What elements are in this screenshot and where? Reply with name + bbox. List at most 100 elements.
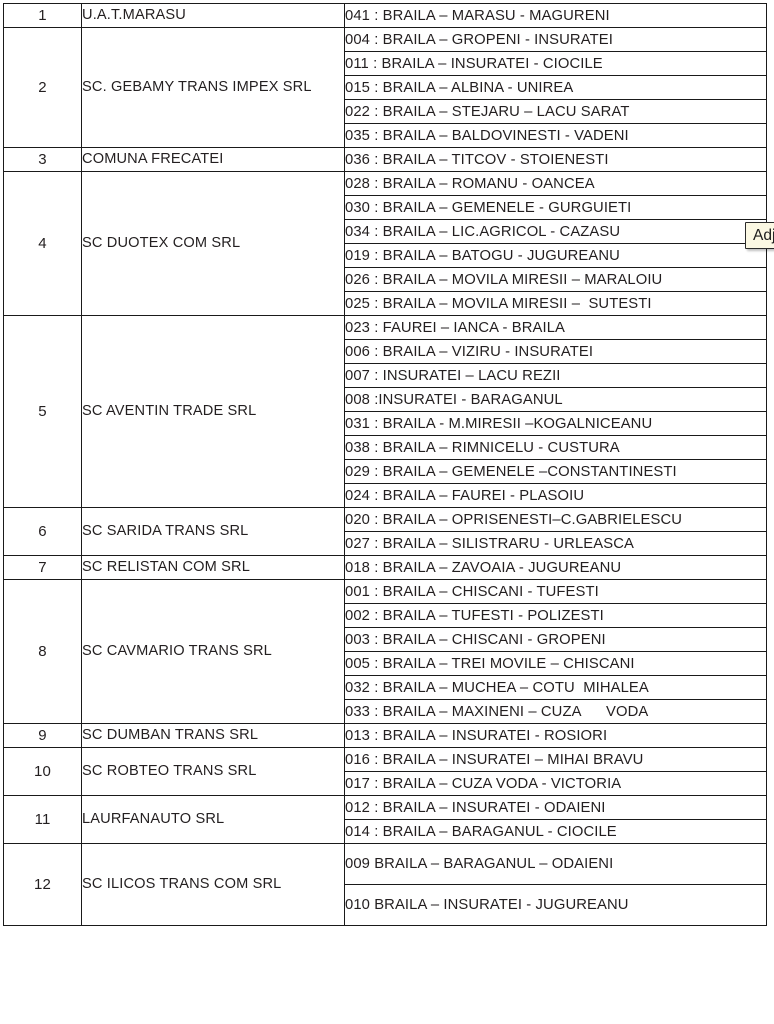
operator-route-table: 1 U.A.T.MARASU 041 : BRAILA – MARASU - MAG…	[3, 3, 767, 926]
row-number-cell: 5	[3, 315, 82, 508]
adjust-tooltip[interactable]: Adj	[745, 222, 774, 249]
route-cell: 008 :INSURATEI - BARAGANUL	[344, 387, 767, 412]
route-cell: 031 : BRAILA - M.MIRESII –KOGALNICEANU	[344, 411, 767, 436]
operator-name-cell: SC ROBTEO TRANS SRL	[81, 747, 345, 796]
row-number-cell: 8	[3, 579, 82, 724]
route-cell: 030 : BRAILA – GEMENELE - GURGUIETI	[344, 195, 767, 220]
table-row: 3 COMUNA FRECATEI 036 : BRAILA – TITCOV - …	[3, 147, 767, 172]
table-row: 024 : BRAILA – FAUREI - PLASOIU	[4, 483, 767, 508]
route-cell: 013 : BRAILA – INSURATEI - ROSIORI	[344, 723, 767, 748]
row-number-cell: 2	[3, 27, 82, 148]
route-cell: 026 : BRAILA – MOVILA MIRESII – MARALOIU	[344, 267, 767, 292]
operator-name-cell: U.A.T.MARASU	[81, 3, 345, 28]
route-cell: 038 : BRAILA – RIMNICELU - CUSTURA	[344, 435, 767, 460]
route-cell: 004 : BRAILA – GROPENI - INSURATEI	[344, 27, 767, 52]
table-row: 10 SC ROBTEO TRANS SRL 016 : BRAILA – INSU…	[3, 747, 767, 796]
table-row: 8 SC CAVMARIO TRANS SRL 001 : BRAILA – CHI…	[3, 579, 767, 724]
route-cell: 010 BRAILA – INSURATEI - JUGUREANU	[344, 884, 767, 926]
route-cell: 019 : BRAILA – BATOGU - JUGUREANU	[344, 243, 767, 268]
operator-name-cell: COMUNA FRECATEI	[81, 147, 345, 172]
table-row: 7 SC RELISTAN COM SRL 018 : BRAILA – ZAVOA…	[3, 555, 767, 580]
route-cell: 035 : BRAILA – BALDOVINESTI - VADENI	[344, 123, 767, 148]
table-row: 019 : BRAILA – BATOGU - JUGUREANU	[4, 243, 767, 268]
table-row: 034 : BRAILA – LIC.AGRICOL - CAZASU	[4, 219, 767, 244]
route-cell: 011 : BRAILA – INSURATEI - CIOCILE	[344, 51, 767, 76]
table-row: 031 : BRAILA - M.MIRESII –KOGALNICEANU	[4, 411, 767, 436]
table-row: 022 : BRAILA – STEJARU – LACU SARAT	[4, 99, 767, 124]
table-row: 4 SC DUOTEX COM SRL 028 : BRAILA – ROMANU …	[3, 171, 767, 316]
route-cell: 029 : BRAILA – GEMENELE –CONSTANTINESTI	[344, 459, 767, 484]
table-row: 12 SC ILICOS TRANS COM SRL 009 BRAILA – BA…	[3, 843, 767, 926]
row-number-cell: 3	[3, 147, 82, 172]
route-cell: 023 : FAUREI – IANCA - BRAILA	[344, 315, 767, 340]
table-row: 005 : BRAILA – TREI MOVILE – CHISCANI	[4, 651, 767, 676]
operator-name-cell: SC RELISTAN COM SRL	[81, 555, 345, 580]
table-row: 6 SC SARIDA TRANS SRL 020 : BRAILA – OPRIS…	[3, 507, 767, 556]
table-row: 011 : BRAILA – INSURATEI - CIOCILE	[4, 51, 767, 76]
route-cell: 018 : BRAILA – ZAVOAIA - JUGUREANU	[344, 555, 767, 580]
table-row: 017 : BRAILA – CUZA VODA - VICTORIA	[4, 771, 767, 796]
route-cell: 001 : BRAILA – CHISCANI - TUFESTI	[344, 579, 767, 604]
operator-name-cell: SC ILICOS TRANS COM SRL	[81, 843, 345, 926]
route-cell: 041 : BRAILA – MARASU - MAGURENI	[344, 3, 767, 28]
table-row: 003 : BRAILA – CHISCANI - GROPENI	[4, 627, 767, 652]
table-row: 007 : INSURATEI – LACU REZII	[4, 363, 767, 388]
table-body: 1 U.A.T.MARASU 041 : BRAILA – MARASU - MAG…	[3, 3, 767, 926]
row-number-cell: 1	[3, 3, 82, 28]
table-row: 006 : BRAILA – VIZIRU - INSURATEI	[4, 339, 767, 364]
table-row: 033 : BRAILA – MAXINENI – CUZA VODA	[4, 699, 767, 724]
table-row: 2 SC. GEBAMY TRANS IMPEX SRL 004 : BRAILA …	[3, 27, 767, 148]
route-cell: 027 : BRAILA – SILISTRARU - URLEASCA	[344, 531, 767, 556]
route-cell: 014 : BRAILA – BARAGANUL - CIOCILE	[344, 819, 767, 844]
table-row: 014 : BRAILA – BARAGANUL - CIOCILE	[4, 819, 767, 844]
route-cell: 006 : BRAILA – VIZIRU - INSURATEI	[344, 339, 767, 364]
row-number-cell: 7	[3, 555, 82, 580]
operator-name-cell: SC. GEBAMY TRANS IMPEX SRL	[81, 27, 345, 148]
operator-name-cell: SC CAVMARIO TRANS SRL	[81, 579, 345, 724]
table-row: 010 BRAILA – INSURATEI - JUGUREANU	[4, 884, 767, 926]
table-row: 1 U.A.T.MARASU 041 : BRAILA – MARASU - MAG…	[3, 3, 767, 28]
table-row: 9 SC DUMBAN TRANS SRL 013 : BRAILA – INSUR…	[3, 723, 767, 748]
route-cell: 003 : BRAILA – CHISCANI - GROPENI	[344, 627, 767, 652]
route-cell: 012 : BRAILA – INSURATEI - ODAIENI	[344, 795, 767, 820]
row-number-cell: 11	[3, 795, 82, 844]
table-row: 027 : BRAILA – SILISTRARU - URLEASCA	[4, 531, 767, 556]
route-cell: 028 : BRAILA – ROMANU - OANCEA	[344, 171, 767, 196]
table-row: 008 :INSURATEI - BARAGANUL	[4, 387, 767, 412]
route-cell: 036 : BRAILA – TITCOV - STOIENESTI	[344, 147, 767, 172]
route-cell: 005 : BRAILA – TREI MOVILE – CHISCANI	[344, 651, 767, 676]
table-row: 032 : BRAILA – MUCHEA – COTU MIHALEA	[4, 675, 767, 700]
route-cell: 033 : BRAILA – MAXINENI – CUZA VODA	[344, 699, 767, 724]
table-row: 026 : BRAILA – MOVILA MIRESII – MARALOIU	[4, 267, 767, 292]
route-cell: 022 : BRAILA – STEJARU – LACU SARAT	[344, 99, 767, 124]
route-cell: 017 : BRAILA – CUZA VODA - VICTORIA	[344, 771, 767, 796]
operator-name-cell: SC SARIDA TRANS SRL	[81, 507, 345, 556]
operator-name-cell: SC AVENTIN TRADE SRL	[81, 315, 345, 508]
route-cell: 016 : BRAILA – INSURATEI – MIHAI BRAVU	[344, 747, 767, 772]
row-number-cell: 12	[3, 843, 82, 926]
table-row: 038 : BRAILA – RIMNICELU - CUSTURA	[4, 435, 767, 460]
route-cell: 024 : BRAILA – FAUREI - PLASOIU	[344, 483, 767, 508]
operator-name-cell: SC DUMBAN TRANS SRL	[81, 723, 345, 748]
operator-name-cell: LAURFANAUTO SRL	[81, 795, 345, 844]
route-cell: 015 : BRAILA – ALBINA - UNIREA	[344, 75, 767, 100]
route-cell: 025 : BRAILA – MOVILA MIRESII – SUTESTI	[344, 291, 767, 316]
row-number-cell: 4	[3, 171, 82, 316]
row-number-cell: 6	[3, 507, 82, 556]
table-row: 11 LAURFANAUTO SRL 012 : BRAILA – INSURATE…	[3, 795, 767, 844]
row-number-cell: 10	[3, 747, 82, 796]
table-row: 029 : BRAILA – GEMENELE –CONSTANTINESTI	[4, 459, 767, 484]
route-cell: 032 : BRAILA – MUCHEA – COTU MIHALEA	[344, 675, 767, 700]
route-cell: 002 : BRAILA – TUFESTI - POLIZESTI	[344, 603, 767, 628]
table-row: 030 : BRAILA – GEMENELE - GURGUIETI	[4, 195, 767, 220]
operator-name-cell: SC DUOTEX COM SRL	[81, 171, 345, 316]
route-cell: 020 : BRAILA – OPRISENESTI–C.GABRIELESCU	[344, 507, 767, 532]
table-row: 025 : BRAILA – MOVILA MIRESII – SUTESTI	[4, 291, 767, 316]
route-cell: 009 BRAILA – BARAGANUL – ODAIENI	[344, 843, 767, 885]
route-cell: 034 : BRAILA – LIC.AGRICOL - CAZASU	[344, 219, 767, 244]
route-cell: 007 : INSURATEI – LACU REZII	[344, 363, 767, 388]
table-row: 5 SC AVENTIN TRADE SRL 023 : FAUREI – IANC…	[3, 315, 767, 508]
row-number-cell: 9	[3, 723, 82, 748]
table-row: 015 : BRAILA – ALBINA - UNIREA	[4, 75, 767, 100]
